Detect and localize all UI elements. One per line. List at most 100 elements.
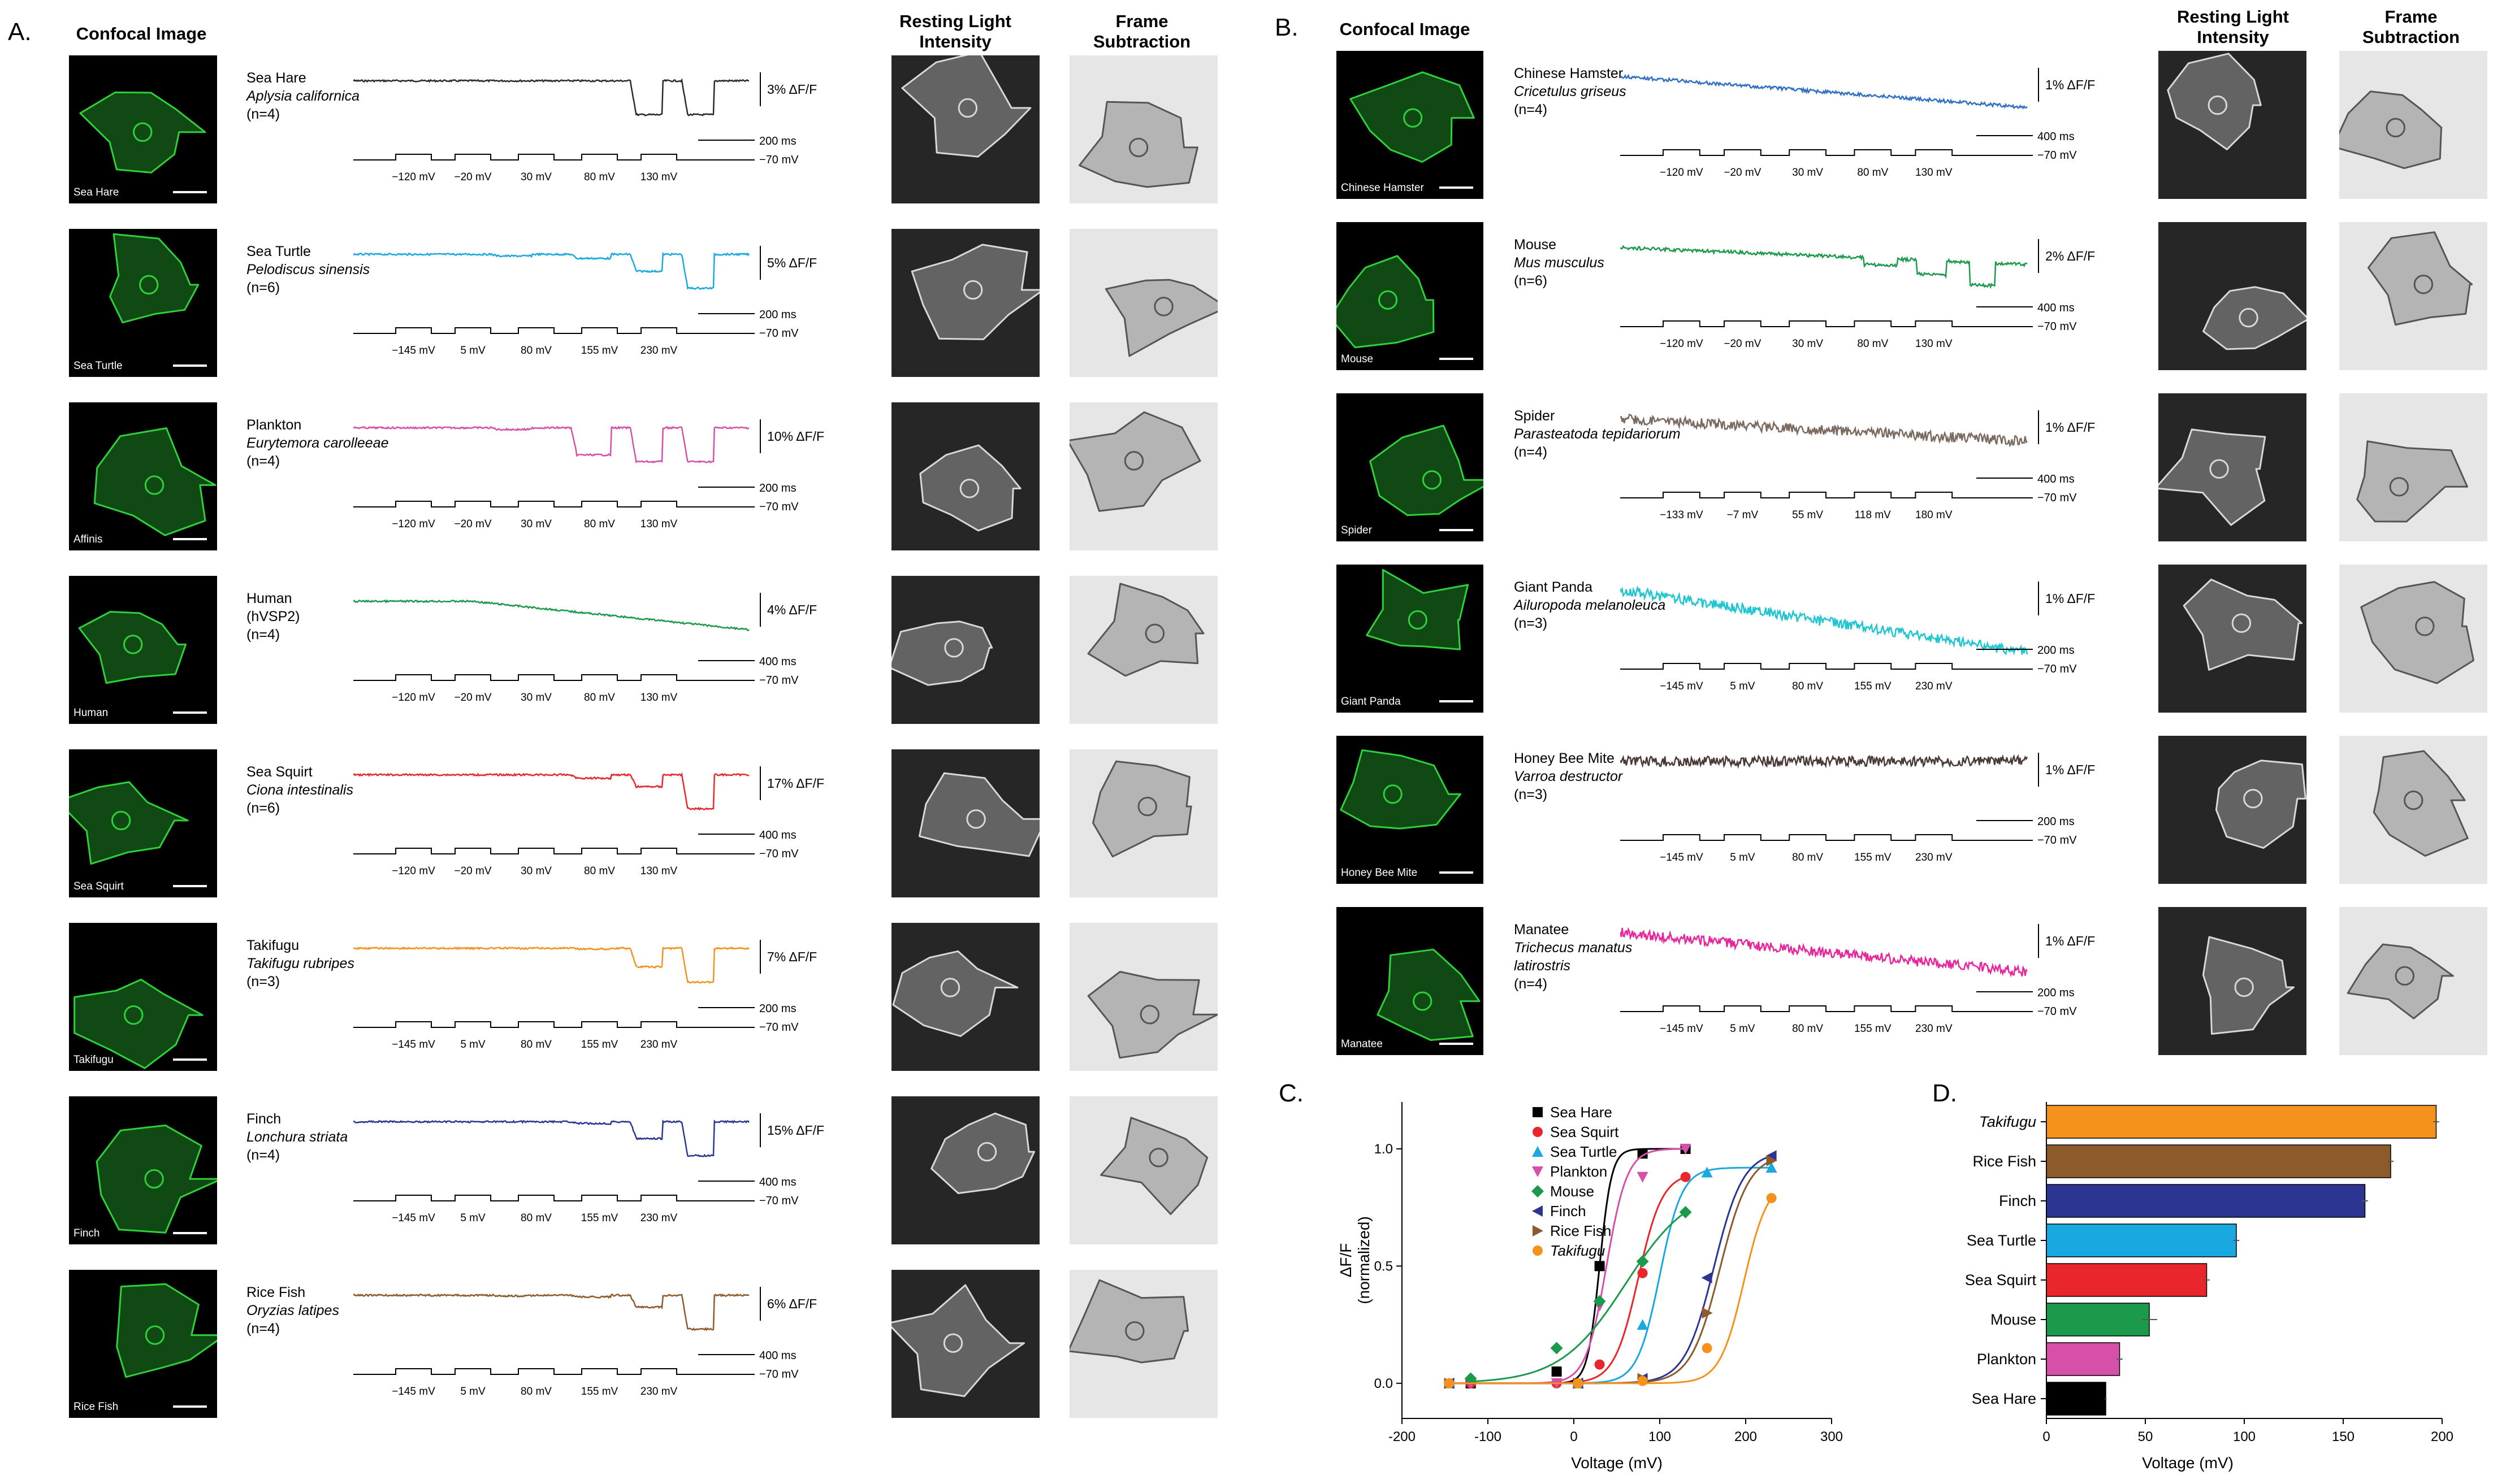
x-tick-label: 0 (1570, 1429, 1577, 1444)
cell-nucleus (940, 978, 960, 997)
step-voltage-label: 155 mV (581, 1386, 618, 1398)
dff-scale-label: 17% ΔF/F (767, 776, 824, 791)
frame-subtraction-image (1070, 229, 1218, 377)
time-scale-label: 200 ms (759, 482, 797, 494)
panel-a-resting-header: Resting Light Intensity (882, 11, 1029, 52)
step-voltage-label: 30 mV (1792, 338, 1823, 350)
cell-outline (2347, 943, 2454, 1019)
common-name: Mouse (1514, 237, 1557, 253)
voltage-protocol (353, 327, 755, 334)
step-voltage-label: 230 mV (1915, 852, 1953, 864)
cell-nucleus (1145, 623, 1165, 644)
cell-nucleus (959, 479, 980, 498)
step-voltage-label: −120 mV (392, 518, 435, 530)
category-label: Plankton (1977, 1351, 2036, 1368)
common-name: Spider (1514, 408, 1555, 424)
data-point (1679, 1205, 1692, 1218)
trace-line (353, 772, 750, 811)
confocal-image: Rice Fish (69, 1270, 217, 1418)
cell-outline (2373, 750, 2469, 857)
step-voltage-label: −145 mV (392, 1212, 435, 1224)
confocal-cell-art (79, 92, 206, 173)
confocal-label: Chinese Hamster (1341, 182, 1424, 194)
latin-name: (hVSP2) (246, 609, 300, 624)
time-scale-label: 400 ms (2037, 473, 2075, 485)
latin-name: Aplysia californica (246, 88, 360, 104)
series-mouse: Mouse (1464, 1183, 1692, 1385)
resting-header-line1: Resting Light (2176, 7, 2289, 27)
confocal-label: Rice Fish (73, 1401, 119, 1413)
cell-nucleus (2386, 118, 2405, 138)
category-label: Rice Fish (1972, 1153, 2036, 1170)
step-voltage-label: 5 mV (1730, 1023, 1755, 1035)
y-tick-label: 0.5 (1374, 1259, 1393, 1274)
step-voltage-label: 30 mV (521, 518, 552, 530)
cell-nucleus (1422, 470, 1442, 490)
voltage-protocol (1620, 149, 2033, 156)
n-count: (n=4) (1514, 444, 1548, 460)
common-name: Takifugu (246, 938, 300, 953)
data-point (1533, 1107, 1543, 1117)
common-name: Sea Turtle (246, 244, 311, 259)
trace-line (1620, 245, 2028, 289)
step-voltage-label: 180 mV (1915, 509, 1953, 521)
n-count: (n=4) (246, 1147, 280, 1163)
resting-light-image (2158, 51, 2306, 199)
n-count: (n=4) (246, 106, 280, 122)
step-voltage-label: −20 mV (1724, 338, 1761, 350)
cell-nucleus (144, 475, 165, 495)
confocal-image: Sea Squirt (69, 749, 217, 897)
latin-name: Eurytemora carolleeae (246, 435, 389, 451)
confocal-label: Spider (1341, 524, 1372, 536)
step-voltage-label: 5 mV (460, 345, 486, 357)
latin-name: Cricetulus griseus (1514, 84, 1626, 99)
data-point (1637, 1148, 1648, 1159)
confocal-image: Giant Panda (1336, 565, 1483, 713)
subtraction-cell-art (2347, 943, 2454, 1019)
step-voltage-label: 80 mV (1857, 167, 1888, 179)
fit-curve (1449, 1155, 1772, 1385)
cell-nucleus (1128, 137, 1149, 158)
cell-outline (2339, 90, 2443, 170)
step-voltage-label: 55 mV (1792, 509, 1823, 521)
n-count: (n=3) (1514, 615, 1548, 631)
step-voltage-label: 155 mV (581, 345, 618, 357)
panel-b-resting-header: Resting Light Intensity (2159, 7, 2306, 47)
data-point (1680, 1143, 1691, 1155)
resting-cell-art (892, 950, 1019, 1037)
data-point (1551, 1366, 1562, 1377)
panel-b-confocal-header: Confocal Image (1339, 19, 1470, 39)
data-point (1637, 1171, 1648, 1183)
scale-bar (1439, 1043, 1473, 1045)
n-count: (n=3) (1514, 787, 1548, 802)
confocal-image: Human (69, 576, 217, 724)
latin-name: Trichecus manatus latirostris (1514, 940, 1633, 974)
data-point (1766, 1155, 1777, 1166)
species-label: Takifugu Takifugu rubripes (n=3) (246, 936, 416, 991)
step-voltage-label: −20 mV (454, 692, 491, 704)
x-tick-label: 50 (2138, 1429, 2153, 1444)
cell-outline (93, 427, 217, 536)
time-scale-label: 400 ms (759, 829, 797, 841)
resting-light-image (2158, 736, 2306, 884)
x-tick-label: 150 (2332, 1429, 2354, 1444)
species-label: Rice Fish Oryzias latipes (n=4) (246, 1283, 416, 1338)
holding-potential-label: −70 mV (759, 1368, 799, 1381)
fit-curve (1470, 1211, 1686, 1383)
resting-cell-art (2183, 579, 2303, 671)
holding-potential-label: −70 mV (759, 1195, 799, 1207)
resting-light-image (891, 1096, 1040, 1244)
x-tick-label: 100 (1648, 1429, 1671, 1444)
cell-outline (79, 92, 206, 173)
data-point (1533, 1246, 1543, 1256)
resting-cell-art (2167, 53, 2262, 150)
cell-nucleus (1140, 1005, 1160, 1025)
cell-nucleus (133, 122, 153, 142)
resting-light-image (2158, 565, 2306, 713)
time-scale-label: 200 ms (759, 1003, 797, 1015)
data-point (1533, 1127, 1543, 1137)
subtraction-cell-art (1070, 411, 1201, 512)
fluorescence-trace: 1% ΔF/F 400 ms −70 mV −120 mV −20 mV 30 mV 80 … (1620, 68, 2095, 179)
species-label: Spider Parasteatoda tepidariorum (n=4) (1514, 407, 1683, 461)
data-point (1593, 1295, 1606, 1308)
